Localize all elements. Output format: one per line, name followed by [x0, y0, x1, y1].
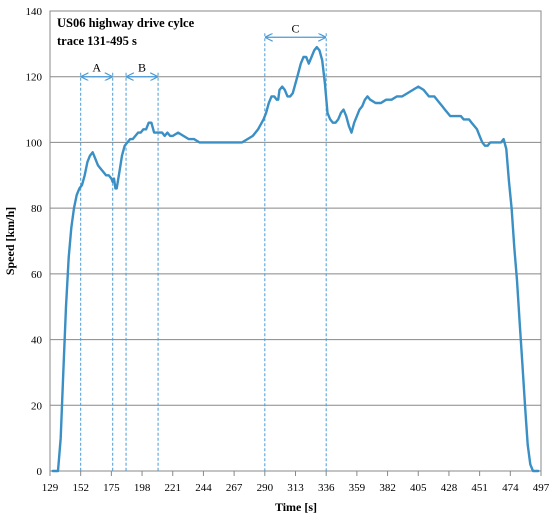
- x-tick-label: 497: [533, 482, 550, 494]
- x-tick-label: 336: [318, 482, 335, 494]
- annotation-C-label: C: [291, 21, 299, 35]
- annotation-A-label: A: [92, 61, 101, 75]
- y-tick-label: 60: [31, 269, 43, 281]
- x-tick-label: 175: [103, 482, 120, 494]
- x-tick-label: 290: [257, 482, 274, 494]
- x-tick-label: 198: [134, 482, 151, 494]
- x-tick-label: 313: [287, 482, 304, 494]
- x-tick-label: 474: [502, 482, 519, 494]
- x-tick-label: 267: [226, 482, 243, 494]
- y-tick-label: 40: [31, 335, 43, 347]
- x-tick-label: 129: [42, 482, 59, 494]
- annotation-B-label: B: [138, 61, 146, 75]
- x-tick-label: 451: [471, 482, 488, 494]
- speed-series-line: [51, 45, 540, 473]
- y-tick-label: 0: [37, 466, 43, 478]
- chart-subtitle: trace 131-495 s: [57, 34, 137, 48]
- y-tick-label: 100: [26, 137, 43, 149]
- y-tick-label: 20: [31, 400, 43, 412]
- x-tick-label: 405: [410, 482, 427, 494]
- x-axis-title: Time [s]: [275, 500, 317, 514]
- y-tick-label: 80: [31, 203, 43, 215]
- annotations-layer: A B C: [80, 21, 327, 471]
- x-tick-label: 221: [165, 482, 182, 494]
- x-tick-label: 428: [441, 482, 458, 494]
- series-layer: [51, 45, 540, 473]
- x-tick-label: 244: [195, 482, 212, 494]
- y-tick-label: 120: [26, 72, 43, 84]
- y-axis-title: Speed [km/h]: [3, 207, 17, 275]
- ticks-layer: 0 20 40 60 80 100 120 140 129 152 175 198 221 244 267 2…: [26, 6, 550, 494]
- x-tick-label: 152: [72, 482, 89, 494]
- x-tick-label: 382: [379, 482, 396, 494]
- y-tick-label: 140: [26, 6, 43, 18]
- chart-title: US06 highway drive cylce: [57, 16, 195, 30]
- x-tick-label: 359: [349, 482, 366, 494]
